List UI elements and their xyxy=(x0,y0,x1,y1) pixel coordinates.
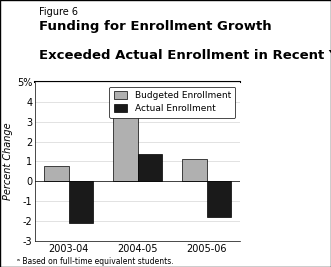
Bar xyxy=(114,106,138,181)
Y-axis label: Percent Change: Percent Change xyxy=(3,123,13,200)
Text: ᵃ Based on full-time equivalent students.: ᵃ Based on full-time equivalent students… xyxy=(17,257,173,266)
Legend: Budgeted Enrollment, Actual Enrollment: Budgeted Enrollment, Actual Enrollment xyxy=(110,87,235,117)
Text: Figure 6: Figure 6 xyxy=(39,7,78,17)
Bar xyxy=(69,181,93,223)
Text: Exceeded Actual Enrollment in Recent Yearsa: Exceeded Actual Enrollment in Recent Yea… xyxy=(39,49,331,62)
Bar xyxy=(207,181,231,217)
Bar xyxy=(138,154,162,181)
Bar xyxy=(44,166,69,181)
Text: Funding for Enrollment Growth: Funding for Enrollment Growth xyxy=(39,20,272,33)
Bar xyxy=(182,159,207,181)
